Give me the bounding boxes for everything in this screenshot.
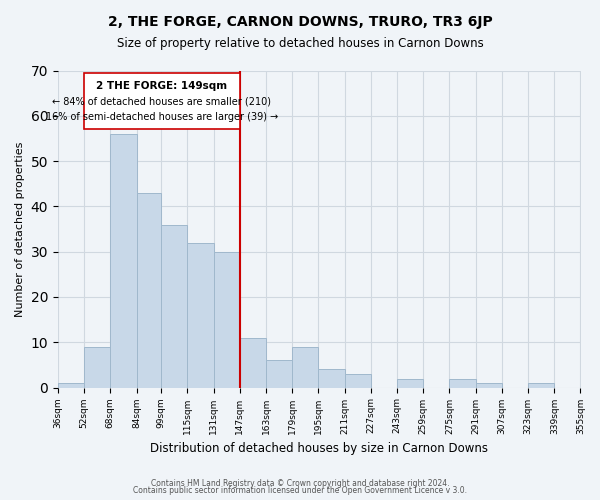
Text: Size of property relative to detached houses in Carnon Downs: Size of property relative to detached ho… [116, 38, 484, 51]
Bar [187, 242, 214, 388]
Text: Contains HM Land Registry data © Crown copyright and database right 2024.: Contains HM Land Registry data © Crown c… [151, 478, 449, 488]
Bar [528, 383, 554, 388]
Bar [476, 383, 502, 388]
Text: 16% of semi-detached houses are larger (39) →: 16% of semi-detached houses are larger (… [46, 112, 278, 122]
Bar [214, 252, 240, 388]
Bar [240, 338, 266, 388]
Bar [319, 370, 344, 388]
Bar [449, 378, 476, 388]
Text: Contains public sector information licensed under the Open Government Licence v : Contains public sector information licen… [133, 486, 467, 495]
Bar [397, 378, 423, 388]
Y-axis label: Number of detached properties: Number of detached properties [15, 142, 25, 316]
Bar [292, 347, 319, 388]
Bar [110, 134, 137, 388]
X-axis label: Distribution of detached houses by size in Carnon Downs: Distribution of detached houses by size … [150, 442, 488, 455]
Text: ← 84% of detached houses are smaller (210): ← 84% of detached houses are smaller (21… [52, 96, 271, 106]
Bar [266, 360, 292, 388]
Bar [137, 193, 161, 388]
Bar [58, 383, 84, 388]
Bar [84, 347, 110, 388]
Bar [161, 224, 187, 388]
Bar [344, 374, 371, 388]
FancyBboxPatch shape [84, 73, 240, 130]
Text: 2, THE FORGE, CARNON DOWNS, TRURO, TR3 6JP: 2, THE FORGE, CARNON DOWNS, TRURO, TR3 6… [107, 15, 493, 29]
Text: 2 THE FORGE: 149sqm: 2 THE FORGE: 149sqm [97, 81, 227, 91]
